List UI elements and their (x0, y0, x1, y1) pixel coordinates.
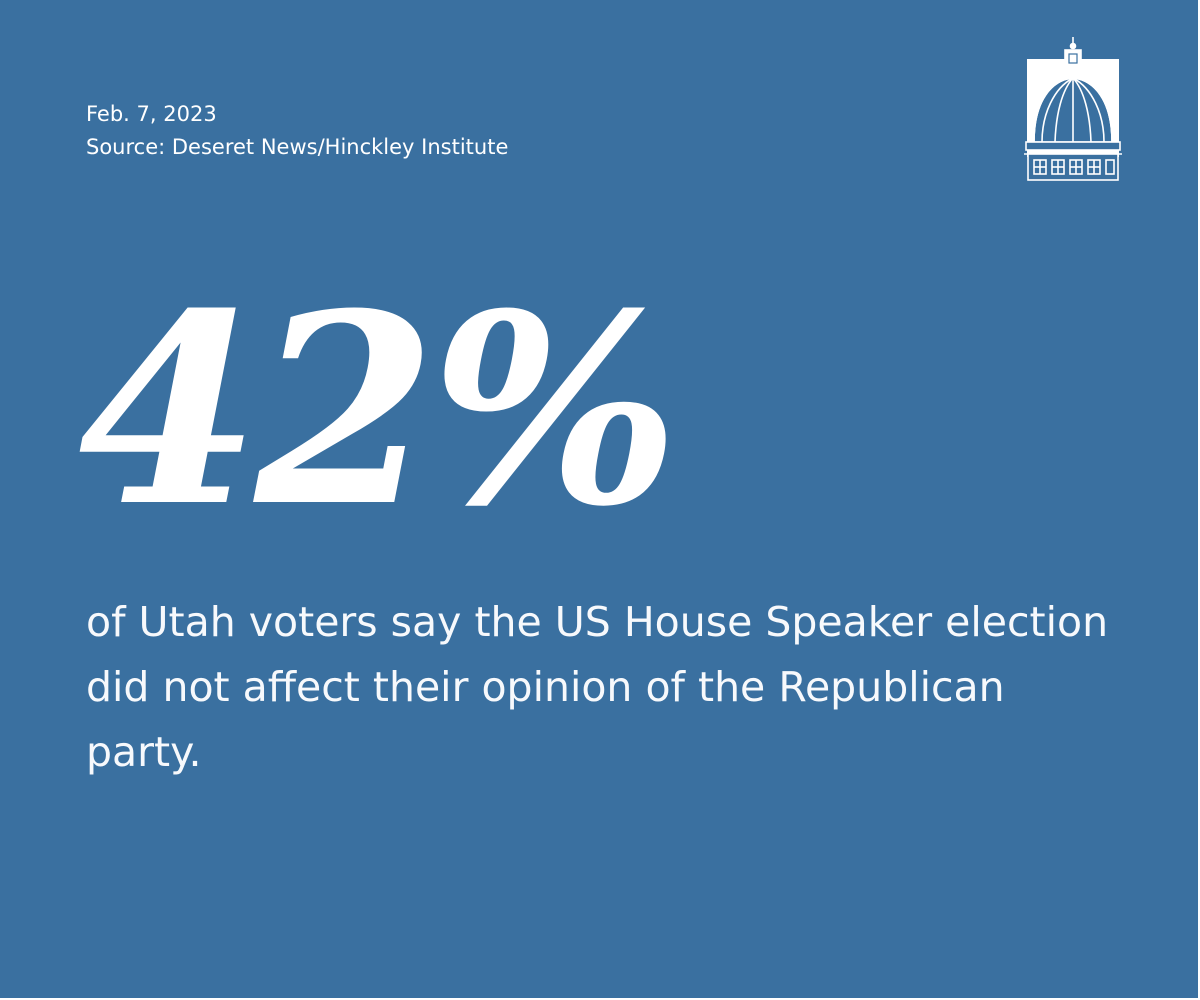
stat-value: 42% (78, 256, 680, 564)
capitol-dome-icon (1024, 37, 1122, 181)
stat-description: of Utah voters say the US House Speaker … (86, 598, 1109, 776)
date-label: Feb. 7, 2023 (86, 102, 217, 126)
meta-block: Feb. 7, 2023 Source: Deseret News/Hinckl… (86, 98, 508, 164)
source-label: Source: Deseret News/Hinckley Institute (86, 135, 509, 159)
